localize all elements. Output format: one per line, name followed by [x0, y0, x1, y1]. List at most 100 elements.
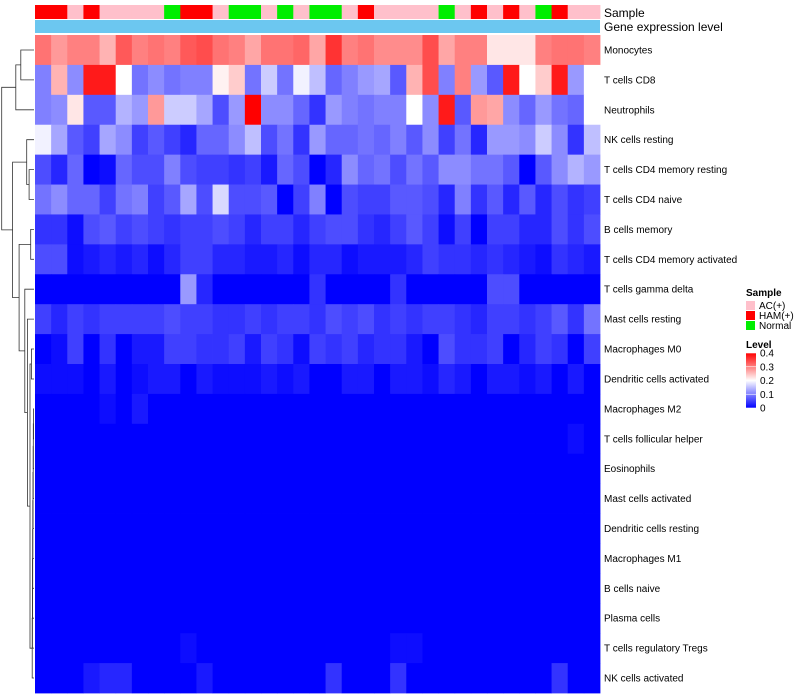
heatmap-cell	[438, 543, 456, 574]
heatmap-cell	[583, 603, 601, 634]
heatmap-cell	[277, 364, 294, 395]
heatmap-cell	[535, 513, 552, 544]
heatmap-cell	[228, 453, 246, 485]
heatmap-cell	[261, 573, 278, 604]
heatmap-cell	[583, 94, 601, 126]
heatmap-cell	[35, 483, 52, 514]
heatmap-cell	[535, 573, 552, 604]
row-label: T cells CD4 naive	[604, 195, 683, 206]
heatmap-cell	[51, 663, 68, 694]
heatmap-cell	[164, 633, 181, 664]
heatmap-cell	[115, 513, 133, 544]
heatmap-cell	[325, 64, 343, 96]
heatmap-cell	[341, 633, 359, 664]
heatmap-cell	[503, 453, 520, 485]
heatmap-cell	[115, 543, 133, 574]
sample-annotation-cell	[228, 5, 246, 19]
heatmap-cell	[196, 94, 213, 126]
row-label: NK cells activated	[604, 674, 683, 685]
heatmap-cell	[228, 184, 246, 215]
heatmap-cell	[148, 423, 165, 455]
heatmap-cell	[35, 64, 52, 96]
heatmap-cell	[51, 483, 68, 514]
heatmap-cell	[164, 573, 181, 604]
heatmap-cell	[35, 513, 52, 544]
expression-annotation-bar	[35, 20, 600, 33]
sample-annotation-cell	[67, 5, 84, 19]
sample-annotation-cell	[357, 5, 375, 19]
heatmap-cell	[51, 35, 68, 66]
heatmap-cell	[83, 603, 100, 634]
heatmap-cell	[51, 423, 68, 455]
heatmap-cell	[244, 543, 262, 574]
heatmap-cell	[196, 453, 213, 485]
heatmap-cell	[309, 154, 326, 185]
heatmap-cell	[341, 543, 359, 574]
heatmap-cell	[196, 154, 213, 185]
heatmap-cell	[115, 244, 133, 275]
heatmap-cell	[83, 483, 100, 514]
row-label: Monocytes	[604, 45, 652, 56]
heatmap-cell	[35, 304, 52, 335]
heatmap-cell	[551, 94, 569, 126]
heatmap-cell	[341, 603, 359, 634]
heatmap-cell	[293, 573, 310, 604]
heatmap-cell	[196, 334, 213, 365]
heatmap-cell	[487, 364, 504, 395]
heatmap-cell	[535, 603, 552, 634]
heatmap-cell	[454, 274, 472, 305]
sample-annotation-cell	[341, 5, 359, 19]
heatmap-cell	[83, 244, 100, 275]
heatmap-cell	[422, 453, 439, 485]
heatmap-cell	[212, 423, 230, 455]
heatmap-cell	[454, 214, 472, 245]
heatmap-cell	[180, 244, 197, 275]
heatmap-cell	[164, 483, 181, 514]
heatmap-cell	[180, 543, 197, 574]
heatmap-cell	[67, 453, 84, 485]
heatmap-cell	[261, 94, 278, 126]
heatmap-cell	[67, 304, 84, 335]
heatmap-cell	[390, 364, 407, 395]
heatmap-cell	[293, 633, 310, 664]
legend-level-tick-label: 0	[760, 404, 766, 415]
heatmap-cell	[374, 64, 391, 96]
heatmap-cell	[454, 124, 472, 156]
heatmap-cell	[309, 453, 326, 485]
heatmap-cell	[551, 154, 569, 185]
row-label: Macrophages M0	[604, 345, 682, 356]
heatmap-cell	[551, 274, 569, 305]
heatmap-cell	[99, 393, 117, 425]
heatmap-cell	[357, 603, 375, 634]
heatmap-cell	[438, 64, 456, 96]
heatmap-cell	[325, 214, 343, 245]
heatmap-cell	[406, 64, 423, 96]
sample-annotation-cell	[244, 5, 262, 19]
heatmap-cell	[470, 184, 488, 215]
sample-annotation-cell	[212, 5, 230, 19]
heatmap-cell	[551, 244, 569, 275]
heatmap-cell	[131, 633, 149, 664]
heatmap-cell	[567, 364, 585, 395]
heatmap-cell	[422, 304, 439, 335]
heatmap-cell	[567, 35, 585, 66]
heatmap-cell	[325, 124, 343, 156]
heatmap-cell	[503, 274, 520, 305]
heatmap-cell	[470, 603, 488, 634]
heatmap-cell	[35, 124, 52, 156]
heatmap-cell	[228, 35, 246, 66]
heatmap-cell	[503, 64, 520, 96]
heatmap-cell	[470, 393, 488, 425]
sample-annotation-cell	[131, 5, 149, 19]
sample-annotation-bar	[35, 5, 601, 19]
heatmap-cell	[406, 543, 423, 574]
heatmap-cell	[261, 423, 278, 455]
heatmap-cell	[406, 393, 423, 425]
heatmap-cell	[374, 124, 391, 156]
heatmap-cell	[309, 513, 326, 544]
heatmap-cell	[277, 603, 294, 634]
heatmap-cell	[51, 513, 68, 544]
heatmap-cell	[196, 573, 213, 604]
heatmap-cell	[293, 663, 310, 694]
heatmap-cell	[551, 393, 569, 425]
